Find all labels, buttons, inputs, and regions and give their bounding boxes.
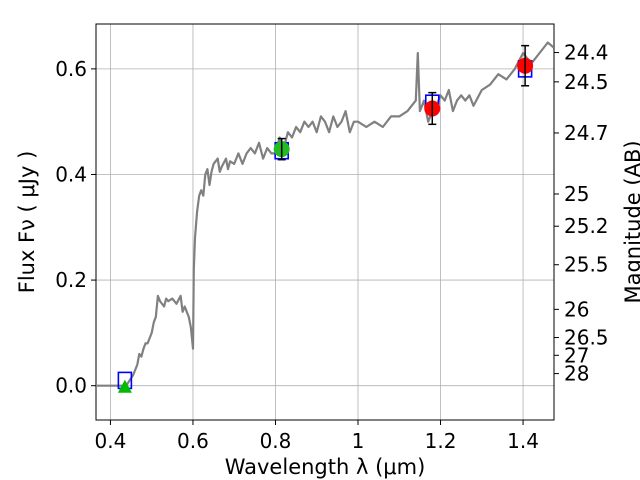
sed-spectrum-line: [96, 41, 554, 387]
plot-frame: [95, 23, 555, 421]
y-tick-label: 0.2: [55, 268, 87, 292]
x-tick-label: 0.8: [260, 429, 292, 453]
chart-marks: [96, 41, 554, 393]
x-axis-title: Wavelength λ (μm): [225, 455, 426, 479]
x-tick-label: 1.2: [425, 429, 457, 453]
right-tick-label: 26: [564, 297, 589, 321]
y-tick-label: 0.4: [55, 162, 87, 186]
right-tick-label: 26.5: [564, 326, 609, 350]
y-axis-title: Flux Fν ( μJy ): [15, 151, 39, 294]
x-tick-label: 0.4: [95, 429, 127, 453]
x-tick-label: 1.4: [507, 429, 539, 453]
right-tick-label: 25: [564, 182, 589, 206]
axis-ticks: 0.4 0.6 0.8 1 1.2 1.4 0.0 0.2 0.4 0.6 24.4 24.5 24.7…: [55, 41, 608, 453]
y-tick-label: 0.6: [55, 57, 87, 81]
y-tick-label: 0.0: [55, 374, 87, 398]
y-axis-right-title: Magnitude (AB): [621, 140, 640, 303]
grid-lines: [96, 24, 554, 420]
triangle-point: [117, 379, 132, 393]
right-tick-label: 27: [564, 343, 589, 367]
x-tick-label: 0.6: [177, 429, 209, 453]
right-tick-label: 25.5: [564, 253, 609, 277]
right-tick-label: 28: [564, 362, 589, 386]
right-tick-label: 24.4: [564, 41, 609, 65]
x-tick-label: 1: [352, 429, 365, 453]
right-tick-label: 24.7: [564, 121, 609, 145]
right-tick-label: 25.2: [564, 214, 609, 238]
right-tick-label: 24.5: [564, 70, 609, 94]
